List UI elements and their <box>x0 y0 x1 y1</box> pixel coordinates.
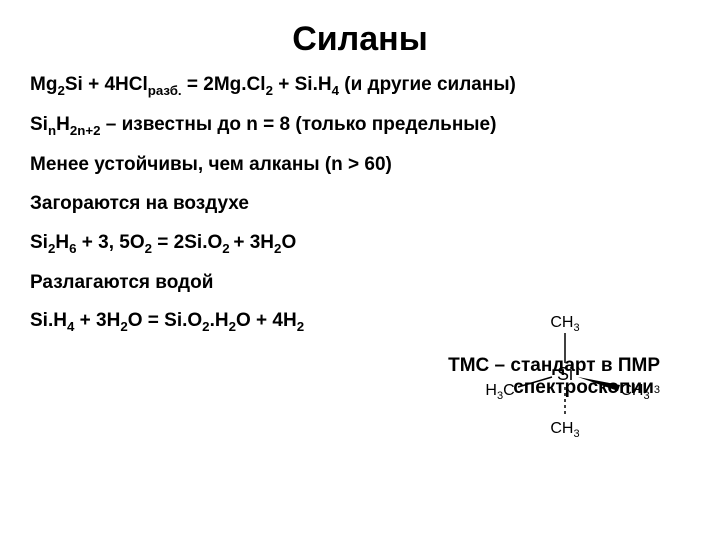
molecule-diagram: Si CH3 H3C CH3 CH3 <box>480 305 650 445</box>
atom-center: Si <box>557 364 573 384</box>
page-number: 3 <box>654 384 660 396</box>
equation-2: SinH2n+2 – известны до n = 8 (только пре… <box>30 113 690 139</box>
statement-1: Менее устойчивы, чем алканы (n > 60) <box>30 153 690 178</box>
page-title: Силаны <box>30 20 690 59</box>
equation-1: Mg2Si + 4HClразб. = 2Mg.Cl2 + Si.H4 (и д… <box>30 73 690 99</box>
equation-3: Si2H6 + 3, 5O2 = 2Si.O2 + 3H2O <box>30 231 690 257</box>
group-right: CH3 <box>620 382 649 402</box>
statement-2: Загораются на воздухе <box>30 192 690 217</box>
group-bottom: CH3 <box>550 420 579 440</box>
statement-3: Разлагаются водой <box>30 271 690 296</box>
group-left: H3C <box>485 382 514 402</box>
group-top: CH3 <box>550 314 579 334</box>
